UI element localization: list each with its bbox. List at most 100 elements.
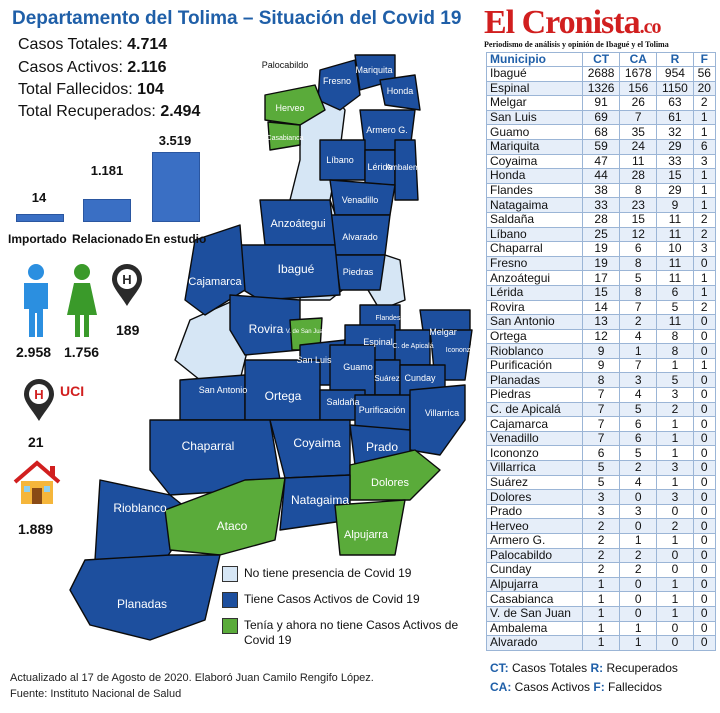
table-row: Ibagué 2688 1678 954 56 [486,66,717,82]
value-cell: 8 [656,343,694,359]
value-cell: 954 [656,66,694,82]
table-row: Piedras 7 4 3 0 [486,387,717,403]
table-row: Saldaña 28 15 11 2 [486,211,717,228]
bar-value: 3.519 [158,133,192,148]
table-row: Chaparral 19 6 10 3 [486,241,717,257]
value-cell: 2 [692,211,717,228]
legend-swatch-none [222,566,238,582]
map-region-ambalema [394,139,419,201]
value-cell: 0 [619,489,658,505]
value-cell: 1 [581,635,621,651]
map-label: Chaparral [182,439,235,453]
value-cell: 2 [581,562,621,578]
uci-pin-icon: H [24,379,54,421]
value-cell: 0 [692,445,717,462]
value-cell: 12 [581,328,621,345]
value-cell: 3 [692,241,717,257]
table-row: Alvarado 1 1 0 0 [486,635,717,651]
municipio-cell: Piedras [486,387,583,403]
stat-total: Casos Totales: 4.714 [18,36,168,53]
key-line-1: CT: Casos Totales R: Recuperados [490,661,678,675]
municipio-cell: Guamo [486,124,583,140]
table-row: Herveo 2 0 2 0 [486,518,717,534]
value-cell: 0 [692,635,717,651]
map-label: Natagaima [291,493,349,507]
value-cell: 1326 [581,80,621,97]
municipio-cell: Flandes [486,182,583,199]
value-cell: 1 [619,635,658,651]
map-region-villarrica [409,384,466,456]
map-label: Armero G. [366,125,408,135]
table-row: Suárez 5 4 1 0 [486,474,717,491]
value-cell: 1 [656,605,694,622]
value-cell: 3 [619,503,658,520]
value-cell: 14 [581,299,621,316]
home-icon [13,460,61,504]
value-cell: 5 [656,372,694,389]
legend-label-active: Tiene Casos Activos de Covid 19 [244,592,420,606]
legend-label-recovered: Tenía y ahora no tiene Casos Activos de … [244,618,459,647]
municipio-cell: Palocabildo [486,547,583,564]
value-cell: 3 [656,489,694,505]
value-cell: 0 [692,605,717,622]
column-header: R [656,52,694,67]
value-cell: 68 [581,124,621,140]
value-cell: 1 [692,197,717,213]
table-row: Fresno 19 8 11 0 [486,255,717,272]
bar-en-estudio [152,152,200,222]
value-cell: 1 [581,605,621,622]
value-cell: 1 [656,416,694,432]
value-cell: 2 [581,518,621,534]
legend-swatch-active [222,592,238,608]
value-cell: 6 [656,284,694,301]
value-cell: 2 [692,226,717,243]
table-row: Casabianca 1 0 1 0 [486,591,717,607]
municipio-cell: C. de Apicalá [486,401,583,418]
table-body: Ibagué 2688 1678 954 56 Espinal 1326 156 1150 20 M… [486,66,717,651]
value-cell: 156 [619,80,658,97]
value-cell: 33 [581,197,621,213]
column-header: F [692,52,717,67]
value-cell: 9 [581,357,621,374]
value-cell: 1 [656,445,694,462]
table-row: San Antonio 13 2 11 0 [486,314,717,330]
female-count: 1.756 [64,344,100,360]
column-header: Municipio [486,52,583,67]
masthead-logo: El Cronista.co [484,4,661,41]
table-row: Honda 44 28 15 1 [486,168,717,184]
bar-importado [16,214,64,222]
value-cell: 69 [581,109,621,126]
value-cell: 29 [656,138,694,155]
map-region-cajamarca [184,224,246,316]
value-cell: 1 [581,620,621,637]
stat-deaths: Total Fallecidos: 104 [18,81,164,98]
map-region-casabianca [267,121,301,151]
municipios-table: Municipio CT CA R F Ibagué 2688 1678 954 56 E… [486,52,717,651]
map-label: Rioblanco [113,501,167,515]
map-region-herveo [264,84,326,126]
bar-label: En estudio [145,232,207,246]
value-cell: 8 [619,182,658,199]
value-cell: 1 [692,182,717,199]
value-cell: 19 [581,255,621,272]
table-row: Alpujarra 1 0 1 0 [486,576,717,593]
footer-updated: Actualizado al 17 de Agosto de 2020. Ela… [10,672,374,684]
value-cell: 1 [656,430,694,447]
bar-value: 1.181 [90,163,124,178]
municipio-cell: San Antonio [486,314,583,330]
map-label: Espinal [363,337,393,347]
value-cell: 2 [581,547,621,564]
table-row: Natagaima 33 23 9 1 [486,197,717,213]
value-cell: 1 [656,591,694,607]
table-row: Rioblanco 9 1 8 0 [486,343,717,359]
municipio-cell: Lérida [486,284,583,301]
value-cell: 0 [692,255,717,272]
stat-active: Casos Activos: 2.116 [18,59,167,76]
value-cell: 5 [619,445,658,462]
municipio-cell: Natagaima [486,197,583,213]
home-count: 1.889 [18,521,54,537]
map-region-rovira [229,294,301,356]
table-row: V. de San Juan 1 0 1 0 [486,605,717,622]
map-label: Fresno [323,76,351,86]
value-cell: 0 [619,605,658,622]
